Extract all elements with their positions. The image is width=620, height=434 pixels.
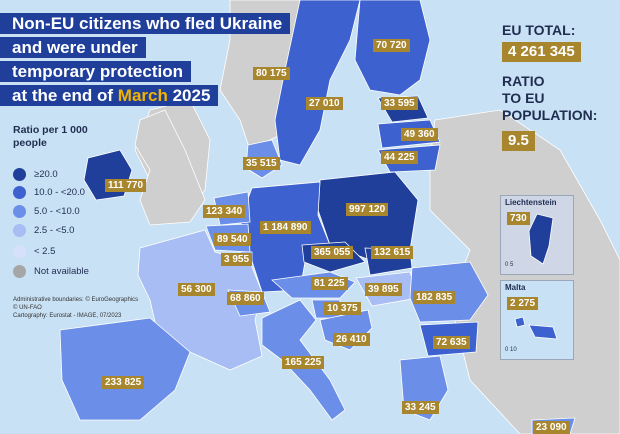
value-greece: 33 245	[402, 401, 439, 414]
liechtenstein-inset: Liechtenstein 730 0 5	[500, 195, 574, 275]
legend-title: Ratio per 1 000 people	[13, 124, 88, 149]
malta-inset: Malta 2 275 0 10	[500, 280, 574, 360]
value-finland: 70 720	[373, 39, 410, 52]
value-denmark: 35 515	[243, 157, 280, 170]
ireland-shape	[83, 149, 133, 201]
ratio-label-1: RATIO	[502, 73, 545, 89]
liechtenstein-label: Liechtenstein	[505, 198, 557, 207]
legend-swatch	[13, 205, 26, 218]
value-latvia: 49 360	[401, 128, 438, 141]
value-czechia: 365 055	[311, 246, 354, 259]
malta-map	[501, 281, 573, 359]
value-romania: 182 835	[413, 291, 456, 304]
value-austria: 81 225	[311, 277, 348, 290]
malta-value: 2 275	[507, 297, 539, 310]
liechtenstein-scale: 0 5	[505, 262, 514, 268]
credits-line-1: Administrative boundaries: © EuroGeograp…	[13, 297, 139, 303]
ratio-label-2: TO EU	[502, 90, 545, 106]
legend-swatch	[13, 245, 26, 258]
title-line-4-post: 2025	[167, 86, 211, 105]
spain-shape	[59, 317, 191, 421]
legend-swatch	[13, 168, 26, 181]
title-line-4-pre: at the end of	[12, 86, 118, 105]
malta-scale: 0 10	[505, 347, 517, 353]
legend-label: 5.0 - <10.0	[34, 206, 80, 217]
value-spain: 233 825	[102, 376, 145, 389]
title-line-4: at the end of March 2025	[0, 85, 219, 106]
legend-label: 10.0 - <20.0	[34, 187, 85, 198]
value-slovenia: 10 375	[324, 302, 361, 315]
value-lithuania: 44 225	[381, 151, 418, 164]
title-month: March	[117, 86, 168, 105]
liechtenstein-map	[501, 196, 573, 274]
value-sweden: 80 175	[253, 67, 290, 80]
value-estonia: 33 595	[381, 97, 418, 110]
value-france: 56 300	[178, 283, 215, 296]
value-bulgaria: 72 635	[433, 336, 470, 349]
value-baltic-sea: 27 010	[306, 97, 343, 110]
legend-swatch	[13, 224, 26, 237]
legend-swatch	[13, 186, 26, 199]
title-line-1: Non-EU citizens who fled Ukraine	[0, 13, 291, 34]
malta-label: Malta	[505, 283, 526, 292]
liechtenstein-value: 730	[507, 212, 530, 225]
value-poland: 997 120	[346, 203, 389, 216]
sweden-shape	[274, 0, 361, 166]
title-line-3: temporary protection	[0, 61, 191, 82]
legend-label: < 2.5	[34, 246, 56, 257]
value-belgium: 89 540	[214, 233, 251, 246]
value-germany: 1 184 890	[260, 221, 311, 234]
credits: Administrative boundaries: © EuroGeograp…	[13, 296, 153, 320]
legend-swatch	[13, 265, 26, 278]
value-hungary: 39 895	[365, 283, 402, 296]
value-ireland: 111 770	[105, 179, 147, 192]
eu-total-label: EU TOTAL:	[502, 22, 576, 38]
credits-line-3: Cartography: Eurostat - IMAGE, 07/2023	[13, 313, 122, 319]
value-cyprus: 23 090	[533, 421, 570, 434]
uk-shape	[134, 109, 206, 226]
credits-line-2: © UN-FAO	[13, 305, 42, 311]
value-netherlands: 123 340	[203, 205, 246, 218]
value-luxembourg: 3 955	[221, 253, 253, 266]
legend-label: ≥20.0	[34, 169, 58, 180]
title-line-2: and were under	[0, 37, 146, 58]
value-italy: 165 225	[282, 356, 325, 369]
value-slovakia: 132 615	[371, 246, 414, 259]
value-switzerland: 68 860	[227, 292, 264, 305]
ratio-label-3: POPULATION:	[502, 107, 598, 123]
value-croatia: 26 410	[333, 333, 370, 346]
legend-label: Not available	[34, 266, 89, 277]
legend-label: 2.5 - <5.0	[34, 225, 75, 236]
ratio-value: 9.5	[502, 131, 535, 151]
eu-total-value: 4 261 345	[502, 42, 581, 62]
